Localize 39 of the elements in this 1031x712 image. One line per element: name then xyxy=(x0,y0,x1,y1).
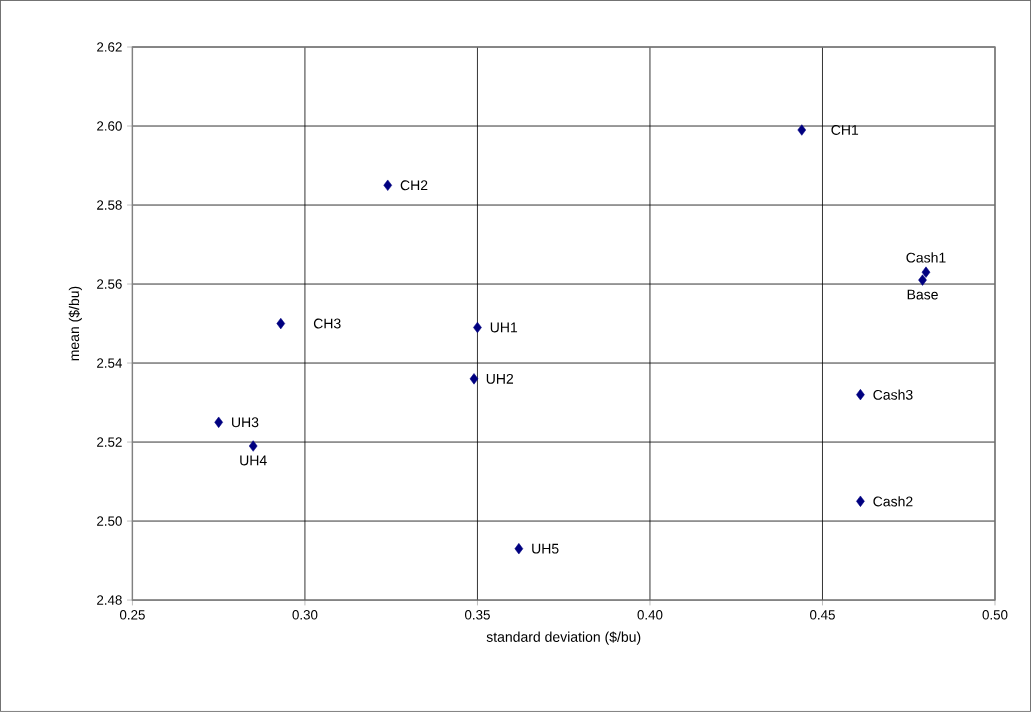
annotation: UH3 xyxy=(232,417,259,428)
annotation: Cash2 xyxy=(873,496,913,507)
annotation: CH3 xyxy=(313,318,341,329)
annotation: UH4 xyxy=(240,455,267,466)
annotation: Cash3 xyxy=(873,389,913,400)
point xyxy=(469,373,479,385)
annotation: CH1 xyxy=(831,125,859,136)
y-tick-label: 2.52 xyxy=(97,437,122,447)
y-tick-label: 2.48 xyxy=(97,595,122,605)
x-tick-label: 0.40 xyxy=(637,610,663,620)
y-tick-label: 2.58 xyxy=(97,200,122,210)
annotation: UH1 xyxy=(490,322,518,333)
point xyxy=(856,495,865,507)
point xyxy=(248,440,258,452)
point xyxy=(797,124,807,136)
annotation: Cash1 xyxy=(906,252,946,263)
annotation: Base xyxy=(907,289,938,300)
annotation: CH2 xyxy=(400,180,428,191)
x-tick-label: 0.50 xyxy=(982,610,1008,620)
point xyxy=(921,266,931,278)
y-tick-label: 2.54 xyxy=(97,358,122,368)
x-tick-label: 0.25 xyxy=(119,610,145,620)
annotation: UH2 xyxy=(486,373,514,384)
point xyxy=(514,543,524,555)
x-tick-label: 0.35 xyxy=(464,610,490,620)
x-tick-label: 0.30 xyxy=(292,610,318,620)
y-tick-label: 2.60 xyxy=(97,121,122,131)
y-tick-label: 2.62 xyxy=(97,42,122,52)
y-tick-label: 2.56 xyxy=(97,279,122,289)
x-tick-label: 0.45 xyxy=(810,610,835,620)
y-tick-label: 2.50 xyxy=(97,516,122,526)
point xyxy=(918,274,927,286)
point xyxy=(383,179,393,191)
point xyxy=(214,416,223,428)
x-axis-title: standard deviation ($/bu) xyxy=(486,631,641,645)
y-axis-title: mean ($/bu) xyxy=(68,286,82,361)
point xyxy=(856,389,865,401)
annotation: UH5 xyxy=(532,543,559,554)
point xyxy=(276,318,286,330)
